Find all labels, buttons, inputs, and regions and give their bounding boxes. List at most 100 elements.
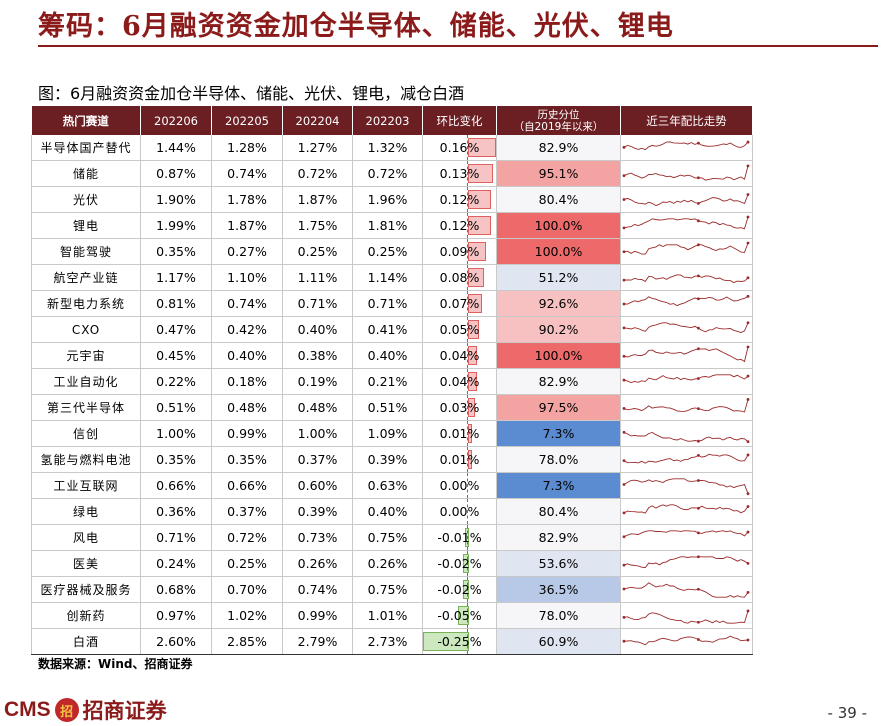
change-value: -0.05% <box>437 608 482 623</box>
change-zero-axis <box>467 239 468 264</box>
value-202206: 0.97% <box>140 602 212 629</box>
sparkline-svg <box>622 273 750 283</box>
value-202203: 1.01% <box>352 602 423 629</box>
change-value: 0.00% <box>439 478 480 493</box>
sparkline-svg <box>622 453 750 464</box>
value-202204: 1.75% <box>282 212 353 239</box>
data-table-container: 热门赛道 202206 202205 202204 202203 环比变化 历史… <box>31 106 753 655</box>
value-202206: 0.35% <box>140 238 212 265</box>
header-202203: 202203 <box>352 106 423 135</box>
value-202204: 1.11% <box>282 264 353 291</box>
sparkline-svg <box>622 529 750 538</box>
value-202205: 1.78% <box>211 186 283 213</box>
sparkline-svg <box>622 609 750 624</box>
logo-emblem-icon: 招 <box>54 698 79 722</box>
sector-name: 创新药 <box>31 602 141 629</box>
value-202205: 1.02% <box>211 602 283 629</box>
sector-name: 氢能与燃料电池 <box>31 446 141 473</box>
sector-name: 风电 <box>31 524 141 551</box>
value-202203: 1.32% <box>352 135 423 161</box>
trend-sparkline <box>620 290 753 317</box>
sparkline-svg <box>622 554 750 568</box>
change-cell: 0.00% <box>422 472 497 499</box>
value-202203: 0.72% <box>352 160 423 187</box>
change-cell: 0.04% <box>422 342 497 369</box>
value-202206: 1.99% <box>140 212 212 239</box>
trend-sparkline <box>620 238 753 265</box>
value-202203: 0.39% <box>352 446 423 473</box>
table-header-row: 热门赛道 202206 202205 202204 202203 环比变化 历史… <box>31 106 753 135</box>
change-value: -0.02% <box>437 556 482 571</box>
value-202206: 0.87% <box>140 160 212 187</box>
trend-sparkline <box>620 602 753 629</box>
value-202206: 0.24% <box>140 550 212 577</box>
header-sector: 热门赛道 <box>31 106 141 135</box>
header-trend: 近三年配比走势 <box>620 106 753 135</box>
change-zero-axis <box>467 265 468 290</box>
value-202203: 0.75% <box>352 576 423 603</box>
change-value: 0.08% <box>439 270 480 285</box>
value-202205: 0.72% <box>211 524 283 551</box>
change-cell: -0.25% <box>422 628 497 655</box>
table-row: 新型电力系统 0.81% 0.74% 0.71% 0.71% 0.07% 92.6% <box>31 290 753 317</box>
change-cell: 0.09% <box>422 238 497 265</box>
change-value: 0.12% <box>439 218 480 233</box>
value-202204: 0.26% <box>282 550 353 577</box>
sector-name: 智能驾驶 <box>31 238 141 265</box>
change-zero-axis <box>467 473 468 498</box>
logo-text-en: CMS <box>4 698 51 721</box>
value-202203: 1.81% <box>352 212 423 239</box>
value-202203: 0.40% <box>352 342 423 369</box>
sector-name: 信创 <box>31 420 141 447</box>
table-row: 绿电 0.36% 0.37% 0.39% 0.40% 0.00% 80.4% <box>31 498 753 525</box>
value-202205: 0.40% <box>211 342 283 369</box>
header-percentile: 历史分位 （自2019年以来） <box>496 106 621 135</box>
value-202205: 1.28% <box>211 135 283 161</box>
change-zero-axis <box>467 499 468 524</box>
trend-sparkline <box>620 524 753 551</box>
sector-name: 新型电力系统 <box>31 290 141 317</box>
value-202206: 1.17% <box>140 264 212 291</box>
sector-name: 半导体国产替代 <box>31 135 141 161</box>
change-zero-axis <box>467 213 468 238</box>
percentile-value: 100.0% <box>496 342 621 369</box>
value-202203: 1.09% <box>352 420 423 447</box>
page-title: 筹码：6月融资资金加仓半导体、储能、光伏、锂电 <box>38 11 674 42</box>
change-zero-axis <box>467 135 468 160</box>
change-bar <box>468 450 472 469</box>
sector-name: 绿电 <box>31 498 141 525</box>
value-202205: 0.35% <box>211 446 283 473</box>
value-202204: 1.27% <box>282 135 353 161</box>
change-cell: 0.04% <box>422 368 497 395</box>
table-row: 白酒 2.60% 2.85% 2.79% 2.73% -0.25% 60.9% <box>31 628 753 655</box>
value-202203: 0.41% <box>352 316 423 343</box>
sector-name: 航空产业链 <box>31 264 141 291</box>
value-202204: 1.00% <box>282 420 353 447</box>
value-202205: 0.70% <box>211 576 283 603</box>
value-202204: 0.48% <box>282 394 353 421</box>
table-row: 工业自动化 0.22% 0.18% 0.19% 0.21% 0.04% 82.9% <box>31 368 753 395</box>
header-202206: 202206 <box>140 106 212 135</box>
sparkline-svg <box>622 503 750 514</box>
value-202203: 0.75% <box>352 524 423 551</box>
trend-sparkline <box>620 135 753 161</box>
trend-sparkline <box>620 446 753 473</box>
trend-sparkline <box>620 160 753 187</box>
value-202203: 0.71% <box>352 290 423 317</box>
value-202204: 0.60% <box>282 472 353 499</box>
value-202206: 0.71% <box>140 524 212 551</box>
trend-sparkline <box>620 186 753 213</box>
sparkline-svg <box>622 477 750 495</box>
percentile-value: 97.5% <box>496 394 621 421</box>
change-bar <box>468 268 485 287</box>
value-202204: 0.25% <box>282 238 353 265</box>
value-202206: 0.66% <box>140 472 212 499</box>
value-202204: 0.37% <box>282 446 353 473</box>
value-202205: 0.66% <box>211 472 283 499</box>
table-row: 医美 0.24% 0.25% 0.26% 0.26% -0.02% 53.6% <box>31 550 753 577</box>
sector-name: 医美 <box>31 550 141 577</box>
value-202203: 0.26% <box>352 550 423 577</box>
logo-text-cn: 招商证券 <box>82 698 167 723</box>
change-value: 0.13% <box>439 166 480 181</box>
sector-name: 医疗器械及服务 <box>31 576 141 603</box>
